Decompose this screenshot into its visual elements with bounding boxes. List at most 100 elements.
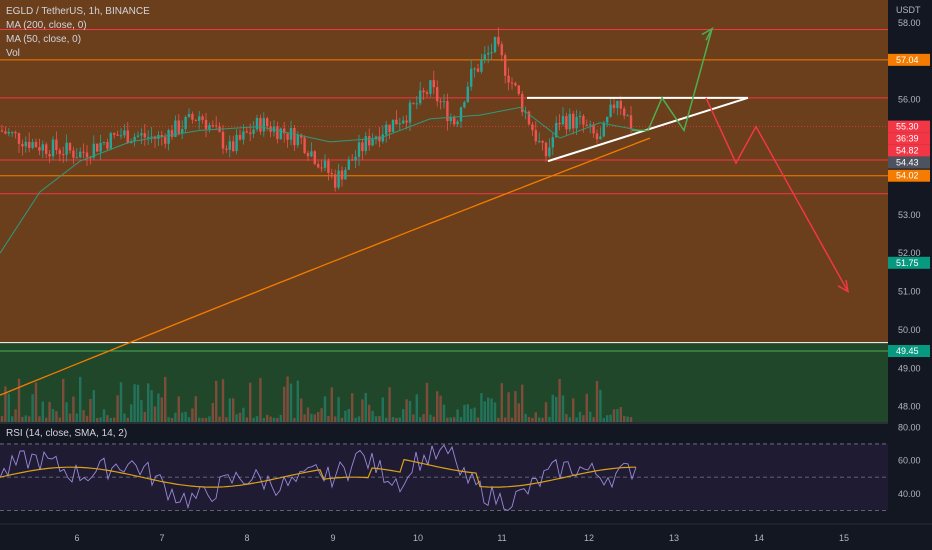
candle-body	[272, 126, 276, 132]
candle-body	[317, 163, 320, 168]
volume-bar	[449, 417, 452, 422]
symbol-title[interactable]: EGLD / TetherUS, 1h, BINANCE	[6, 6, 150, 17]
price-axis[interactable]: USDT 58.00 56.00 53.00 52.00 51.00 50.00 49.00 4…	[888, 0, 932, 522]
volume-bar	[150, 390, 153, 422]
candle-body	[296, 134, 299, 146]
rsi-legend[interactable]: RSI (14, close, SMA, 14, 2)	[6, 428, 128, 439]
candle-body	[357, 142, 361, 157]
candle-body	[306, 152, 310, 157]
time-tick-label: 11	[497, 533, 506, 543]
candle-body	[327, 160, 330, 174]
volume-bar	[133, 384, 136, 422]
rsi-tick-label: 60.00	[898, 456, 921, 466]
volume-bar	[215, 380, 218, 422]
candle-body	[453, 117, 456, 125]
volume-bar	[34, 382, 38, 422]
volume-bar	[408, 400, 412, 422]
candle-body	[79, 151, 82, 158]
volume-bar	[92, 390, 95, 422]
candle-body	[619, 100, 622, 109]
volume-bar	[211, 402, 214, 422]
volume-bar	[548, 416, 551, 422]
volume-bar	[337, 397, 340, 422]
candle-body	[113, 133, 116, 135]
volume-bar	[191, 408, 194, 422]
candle-body	[612, 104, 616, 109]
candle-body	[527, 111, 531, 125]
candle-body	[177, 120, 180, 134]
candle-body	[255, 118, 259, 130]
candle-body	[599, 136, 602, 140]
candle-body	[68, 142, 72, 151]
candle-body	[72, 150, 75, 158]
ma200-legend[interactable]: MA (200, close, 0)	[6, 20, 87, 31]
candle-body	[119, 135, 123, 137]
candle-body	[425, 92, 429, 94]
candle-body	[143, 133, 146, 138]
volume-bar	[456, 409, 459, 422]
bearish-arrow-head	[837, 279, 850, 294]
candle-body	[34, 142, 38, 148]
candle-body	[293, 127, 296, 146]
bullish-projection-path[interactable]	[632, 28, 713, 133]
volume-bar	[164, 376, 167, 422]
volume-bar	[565, 414, 568, 422]
rsi-tick-label: 40.00	[898, 489, 921, 499]
volume-bar	[578, 411, 582, 422]
candle-body	[303, 137, 306, 153]
volume-bar	[58, 417, 61, 422]
candle-body	[252, 129, 255, 134]
drawings[interactable]	[527, 26, 850, 294]
price-badge-label: 49.45	[896, 346, 919, 356]
volume-bar	[439, 395, 442, 422]
volume-bar	[361, 399, 364, 422]
candle-body	[561, 116, 565, 125]
price-tick-label: 58.00	[898, 18, 921, 28]
price-badge	[888, 345, 930, 358]
candle-body	[500, 44, 503, 56]
ma50-legend[interactable]: MA (50, close, 0)	[6, 34, 82, 45]
volume-bar	[11, 416, 14, 422]
volume-legend[interactable]: Vol	[6, 48, 20, 59]
time-axis[interactable]: 6 7 8 9 10 11 12 13 14 15	[0, 523, 932, 550]
volume-bar	[507, 392, 510, 422]
volume-bar	[432, 416, 435, 422]
candle-body	[391, 119, 395, 132]
ma200-line	[0, 137, 651, 396]
candle-body	[493, 36, 497, 53]
candle-body	[14, 132, 17, 134]
volume-bar	[136, 384, 140, 422]
volume-bar	[514, 391, 517, 422]
volume-bar	[521, 384, 524, 422]
price-zones	[0, 0, 888, 422]
candle-body	[204, 119, 208, 130]
volume-bar	[551, 394, 554, 422]
rsi-axis: 80.00 60.00 40.00	[898, 422, 921, 498]
price-badge-label: 54.82	[896, 146, 919, 156]
volume-bar	[623, 415, 626, 422]
volume-bar	[235, 414, 238, 422]
candle-body	[184, 117, 187, 130]
volume-bar	[555, 396, 558, 422]
candle-body	[106, 142, 109, 149]
volume-bar	[415, 394, 418, 422]
volume-bar	[130, 404, 133, 422]
candle-body	[439, 101, 442, 103]
candle-body	[422, 90, 425, 93]
candle-body	[629, 115, 633, 129]
volume-bar	[225, 417, 228, 422]
volume-bar	[276, 417, 279, 422]
volume-bar	[595, 381, 599, 422]
volume-bar	[374, 416, 378, 422]
candle-body	[378, 136, 381, 142]
candle-body	[167, 130, 170, 144]
candle-body	[164, 137, 167, 144]
bearish-projection-path[interactable]	[705, 97, 849, 292]
volume-bar	[385, 417, 388, 422]
candle-body	[130, 141, 133, 144]
candle-body	[388, 124, 391, 132]
candle-body	[133, 136, 136, 142]
candle-body	[28, 141, 31, 148]
volume-bar	[245, 417, 248, 422]
